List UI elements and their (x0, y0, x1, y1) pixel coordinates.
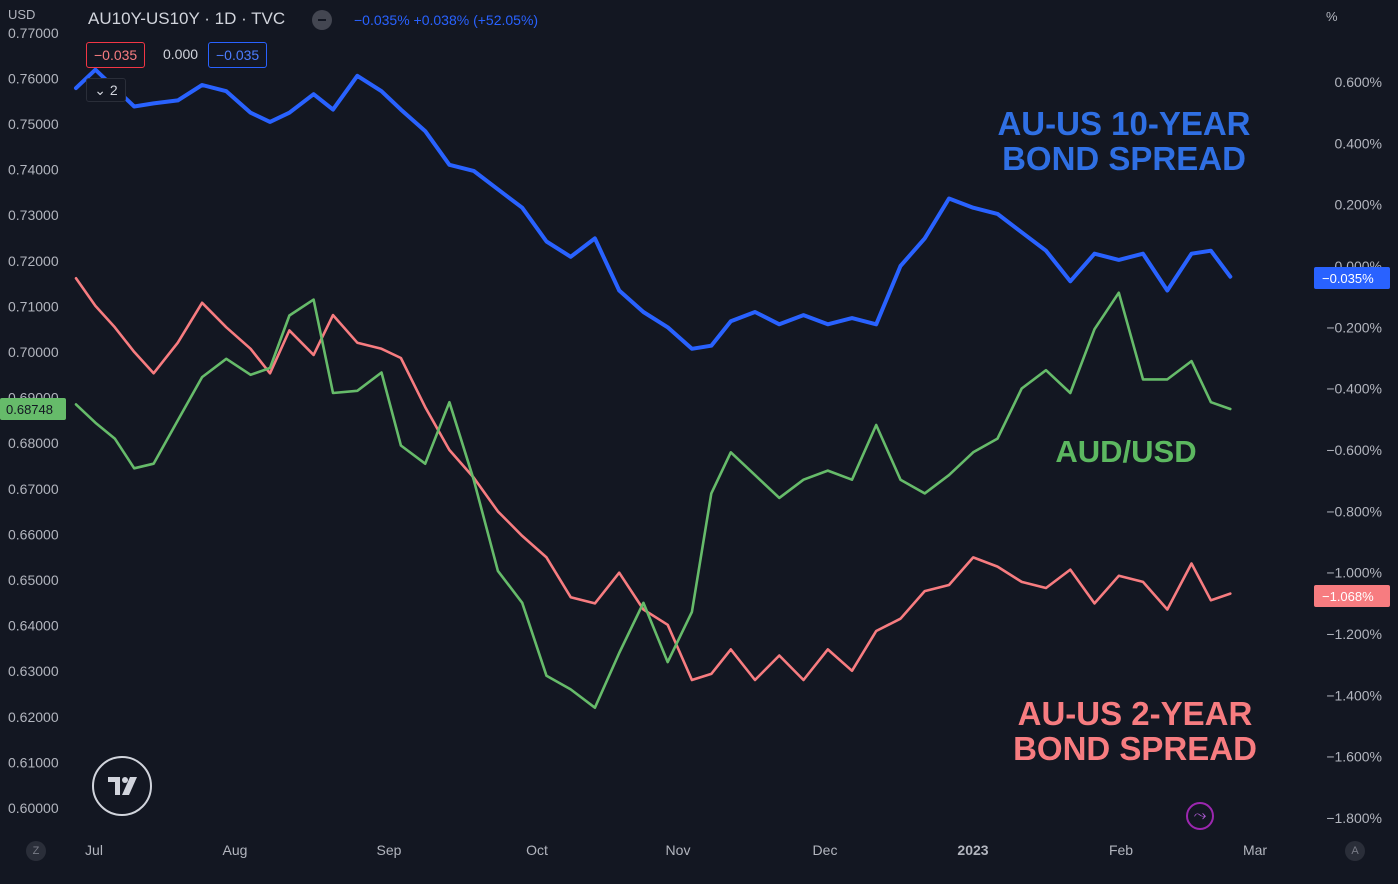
right-tick-label: 0.600% (1335, 74, 1382, 90)
right-red-price-tag: −1.068% (1314, 585, 1390, 607)
audusd-line (74, 291, 1232, 710)
svg-text:−0.035%: −0.035% (1322, 271, 1374, 286)
x-tick-label: Jul (85, 842, 103, 858)
left-tick-label: 0.70000 (8, 344, 59, 360)
left-tick-label: 0.76000 (8, 70, 59, 86)
right-tick-label: −1.800% (1326, 810, 1382, 826)
right-unit-label: % (1326, 9, 1338, 24)
series-lines (74, 67, 1233, 710)
x-tick-label: 2023 (957, 842, 988, 858)
spread2y-label-line1: AU-US 2-YEAR (1018, 695, 1253, 732)
left-currency-label: USD (8, 7, 36, 22)
left-tick-label: 0.62000 (8, 709, 59, 725)
value-box-low: −0.035 (86, 42, 146, 68)
right-tick-label: −0.400% (1326, 381, 1382, 397)
left-price-tag: 0.68748 (0, 398, 66, 420)
spread10y-label-line2: BOND SPREAD (1002, 140, 1246, 177)
left-tick-label: 0.77000 (8, 25, 59, 41)
left-tick-label: 0.61000 (8, 754, 59, 770)
chevron-down-icon: ⌄ (94, 82, 107, 98)
spread10y-label-line1: AU-US 10-YEAR (997, 105, 1250, 142)
symbol-title[interactable]: AU10Y-US10Y · 1D · TVC (88, 9, 286, 28)
svg-text:0.68748: 0.68748 (6, 402, 53, 417)
left-tick-label: 0.66000 (8, 526, 59, 542)
audusd-label: AUD/USD (1055, 434, 1196, 469)
symbol-change: −0.035% +0.038% (+52.05%) (354, 12, 539, 28)
left-tick-label: 0.60000 (8, 800, 59, 816)
right-tick-label: −0.800% (1326, 503, 1382, 519)
right-percent-axis: 0.600%0.400%0.200%0.000%−0.200%−0.400%−0… (1326, 74, 1382, 826)
time-axis: Jul Aug Sep Oct Nov Dec 2023 Feb Mar (85, 842, 1267, 858)
left-tick-label: 0.72000 (8, 253, 59, 269)
right-blue-price-tag: −0.035% (1314, 267, 1390, 289)
left-tick-label: 0.64000 (8, 618, 59, 634)
right-tick-label: −1.000% (1326, 565, 1382, 581)
right-tick-label: −0.200% (1326, 319, 1382, 335)
left-tick-label: 0.65000 (8, 572, 59, 588)
value-box-last: −0.035 (208, 42, 268, 68)
zoom-button[interactable]: Z (26, 841, 46, 861)
x-tick-label: Nov (666, 842, 691, 858)
right-tick-label: 0.400% (1335, 135, 1382, 151)
settings-dot-icon[interactable] (312, 10, 332, 30)
right-tick-label: −1.200% (1326, 626, 1382, 642)
left-tick-label: 0.71000 (8, 298, 59, 314)
right-tick-label: −0.600% (1326, 442, 1382, 458)
left-tick-label: 0.74000 (8, 162, 59, 178)
x-tick-label: Feb (1109, 842, 1133, 858)
right-tick-label: −1.400% (1326, 687, 1382, 703)
x-tick-label: Dec (813, 842, 838, 858)
x-tick-label: Oct (526, 842, 548, 858)
left-tick-label: 0.67000 (8, 481, 59, 497)
auto-scale-button[interactable]: A (1345, 841, 1365, 861)
lightning-icon[interactable]: ⤳ (1186, 802, 1214, 830)
spread10y-line (74, 67, 1233, 351)
tradingview-logo-icon[interactable] (92, 756, 152, 816)
spread2y-label-line2: BOND SPREAD (1013, 730, 1257, 767)
left-tick-label: 0.63000 (8, 663, 59, 679)
spread2y-line (74, 276, 1232, 682)
collapse-legend-button[interactable]: ⌄ 2 (86, 78, 126, 102)
x-tick-label: Aug (223, 842, 248, 858)
left-tick-label: 0.68000 (8, 435, 59, 451)
right-tick-label: 0.200% (1335, 197, 1382, 213)
left-tick-label: 0.75000 (8, 116, 59, 132)
x-tick-label: Sep (377, 842, 402, 858)
collapse-count: 2 (109, 82, 118, 98)
value-box-mid: 0.000 (163, 46, 199, 62)
svg-text:−1.068%: −1.068% (1322, 589, 1374, 604)
left-tick-label: 0.73000 (8, 207, 59, 223)
x-tick-label: Mar (1243, 842, 1267, 858)
right-tick-label: −1.600% (1326, 749, 1382, 765)
